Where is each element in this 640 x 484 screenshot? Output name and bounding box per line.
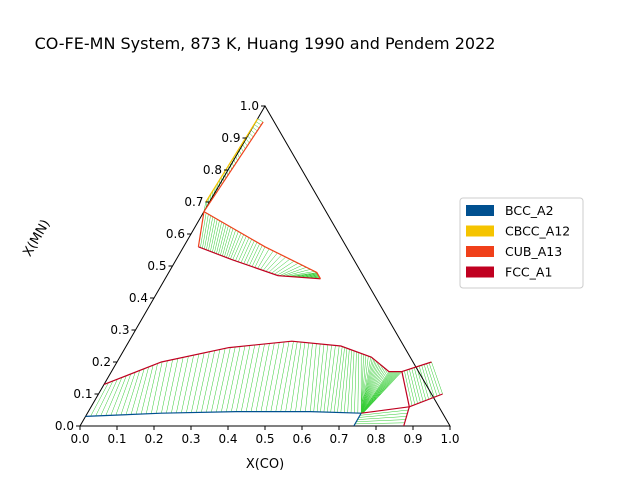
legend: BCC_A2 CBCC_A12 CUB_A13 FCC_A1 bbox=[460, 198, 583, 288]
x-tick-label: 0.9 bbox=[403, 432, 422, 446]
tie-line-fcc-cub bbox=[244, 241, 255, 264]
y-tick-label: 0.9 bbox=[221, 131, 240, 145]
tie-line-fcc-bottom bbox=[356, 420, 405, 422]
tie-line-bcc-fcc bbox=[321, 345, 328, 412]
x-tick-label: 1.0 bbox=[440, 432, 459, 446]
tie-line-fcc-cub bbox=[274, 261, 294, 274]
tie-line-fcc-right bbox=[422, 365, 432, 398]
y-tick-label: 0.6 bbox=[166, 227, 185, 241]
tie-line-bcc-fcc bbox=[314, 344, 320, 412]
tie-line-bcc-fcc bbox=[348, 350, 352, 413]
tie-line-fcc-cub bbox=[249, 244, 259, 266]
tie-line-bcc-fcc bbox=[341, 348, 347, 412]
tie-line-fcc-cub bbox=[220, 226, 228, 256]
tie-line-bcc-fcc bbox=[181, 355, 193, 413]
y-tick-label: 0.8 bbox=[203, 163, 222, 177]
legend-swatch bbox=[466, 226, 494, 237]
y-tick-label: 0.5 bbox=[147, 259, 166, 273]
legend-swatch bbox=[466, 246, 494, 257]
x-tick-label: 0.8 bbox=[366, 432, 385, 446]
tie-line-bcc-fcc bbox=[317, 344, 324, 411]
tie-line-fcc-cub bbox=[241, 239, 252, 263]
tie-line-fcc-cub bbox=[222, 227, 230, 256]
y-axis-label: X(MN) bbox=[20, 217, 53, 259]
y-axis-ticks: 0.0 0.1 0.2 0.3 0.4 0.5 0.6 0.7 0.8 0.9 1.0 bbox=[55, 99, 265, 433]
tie-line-fcc-cub bbox=[271, 259, 289, 273]
tie-line-fcc-right bbox=[419, 366, 429, 399]
tie-line-fcc-cub bbox=[226, 230, 235, 258]
tie-line-fcc-cub bbox=[238, 238, 249, 262]
chart-title: CO-FE-MN System, 873 K, Huang 1990 and P… bbox=[35, 34, 496, 53]
tie-line-fcc-cub bbox=[228, 231, 238, 258]
tie-line-bcc-fcc bbox=[176, 356, 188, 413]
tie-line-bcc-fcc bbox=[171, 357, 183, 413]
tie-line-fcc-right bbox=[424, 364, 434, 397]
legend-label: CBCC_A12 bbox=[505, 224, 570, 239]
y-tick-label: 0.7 bbox=[184, 195, 203, 209]
tie-line-fcc-right bbox=[429, 363, 440, 395]
tie-line-cbcc-cub bbox=[252, 127, 257, 131]
tie-line-fcc-cub bbox=[224, 228, 233, 256]
tie-line-bcc-fcc bbox=[327, 345, 335, 412]
tie-line-cbcc-cub bbox=[254, 124, 259, 128]
tie-line-bcc-fcc bbox=[91, 383, 109, 417]
tie-line-fcc-cub bbox=[235, 236, 246, 261]
y-tick-label: 0.1 bbox=[73, 387, 92, 401]
tie-line-cbcc-cub bbox=[256, 122, 261, 125]
tie-line-bcc-fcc bbox=[196, 352, 209, 413]
boundary-fcc-a1-3 bbox=[402, 362, 432, 372]
x-axis-ticks: 0.0 0.1 0.2 0.3 0.4 0.5 0.6 0.7 0.8 0.9 1.0 bbox=[70, 426, 459, 446]
tie-line-bcc-fcc bbox=[358, 353, 359, 413]
tie-line-fcc-right bbox=[427, 364, 437, 397]
x-tick-label: 0.1 bbox=[107, 432, 126, 446]
tie-line-bcc-fcc bbox=[161, 360, 172, 414]
tie-line-bcc-fcc bbox=[96, 381, 113, 416]
tie-line-bcc-fcc bbox=[101, 379, 118, 416]
x-tick-label: 0.6 bbox=[292, 432, 311, 446]
x-tick-label: 0.5 bbox=[255, 432, 274, 446]
tie-line-cbcc-cub bbox=[258, 119, 264, 122]
x-axis-label: X(CO) bbox=[246, 457, 284, 472]
x-tick-label: 0.3 bbox=[181, 432, 200, 446]
tie-line-bcc-fcc bbox=[324, 345, 332, 412]
y-tick-label: 0.2 bbox=[92, 355, 111, 369]
tie-line-bcc-fcc bbox=[300, 343, 308, 412]
tie-line-bcc-fcc bbox=[296, 342, 305, 411]
tie-line-bcc-fcc bbox=[354, 352, 356, 413]
x-tick-label: 0.7 bbox=[329, 432, 348, 446]
tie-line-bcc-fcc bbox=[116, 374, 131, 415]
y-tick-label: 0.4 bbox=[129, 291, 148, 305]
legend-label: CUB_A13 bbox=[505, 244, 562, 259]
tie-line-fcc-cub bbox=[230, 233, 241, 259]
legend-label: BCC_A2 bbox=[505, 203, 554, 218]
tie-line-bcc-fcc bbox=[191, 353, 204, 413]
tie-line-bcc-fcc bbox=[201, 351, 214, 413]
tie-line-bcc-fcc bbox=[166, 358, 178, 413]
tie-line-bcc-fcc bbox=[351, 351, 354, 413]
tie-line-bcc-fcc bbox=[156, 361, 167, 414]
tie-line-fcc-cub bbox=[247, 242, 258, 265]
tie-line-region-group bbox=[86, 119, 443, 426]
tie-line-bcc-fcc bbox=[291, 342, 301, 411]
tie-line-bcc-fcc bbox=[344, 349, 349, 413]
y-tick-label: 0.3 bbox=[110, 323, 129, 337]
tie-line-fcc-bottom bbox=[355, 423, 405, 424]
tie-line-fcc-cub bbox=[233, 235, 244, 260]
x-tick-label: 0.4 bbox=[218, 432, 237, 446]
legend-swatch bbox=[466, 205, 494, 216]
tie-line-fcc-right bbox=[432, 362, 443, 394]
x-tick-label: 0.2 bbox=[144, 432, 163, 446]
y-tick-label: 0.0 bbox=[55, 419, 74, 433]
tie-line-bcc-fcc bbox=[186, 354, 199, 413]
tie-line-bcc-fcc bbox=[151, 362, 162, 414]
legend-swatch bbox=[466, 267, 494, 278]
x-tick-label: 0.0 bbox=[70, 432, 89, 446]
legend-label: FCC_A1 bbox=[505, 265, 552, 280]
y-tick-label: 1.0 bbox=[240, 99, 259, 113]
tie-line-bcc-fcc bbox=[111, 376, 127, 416]
